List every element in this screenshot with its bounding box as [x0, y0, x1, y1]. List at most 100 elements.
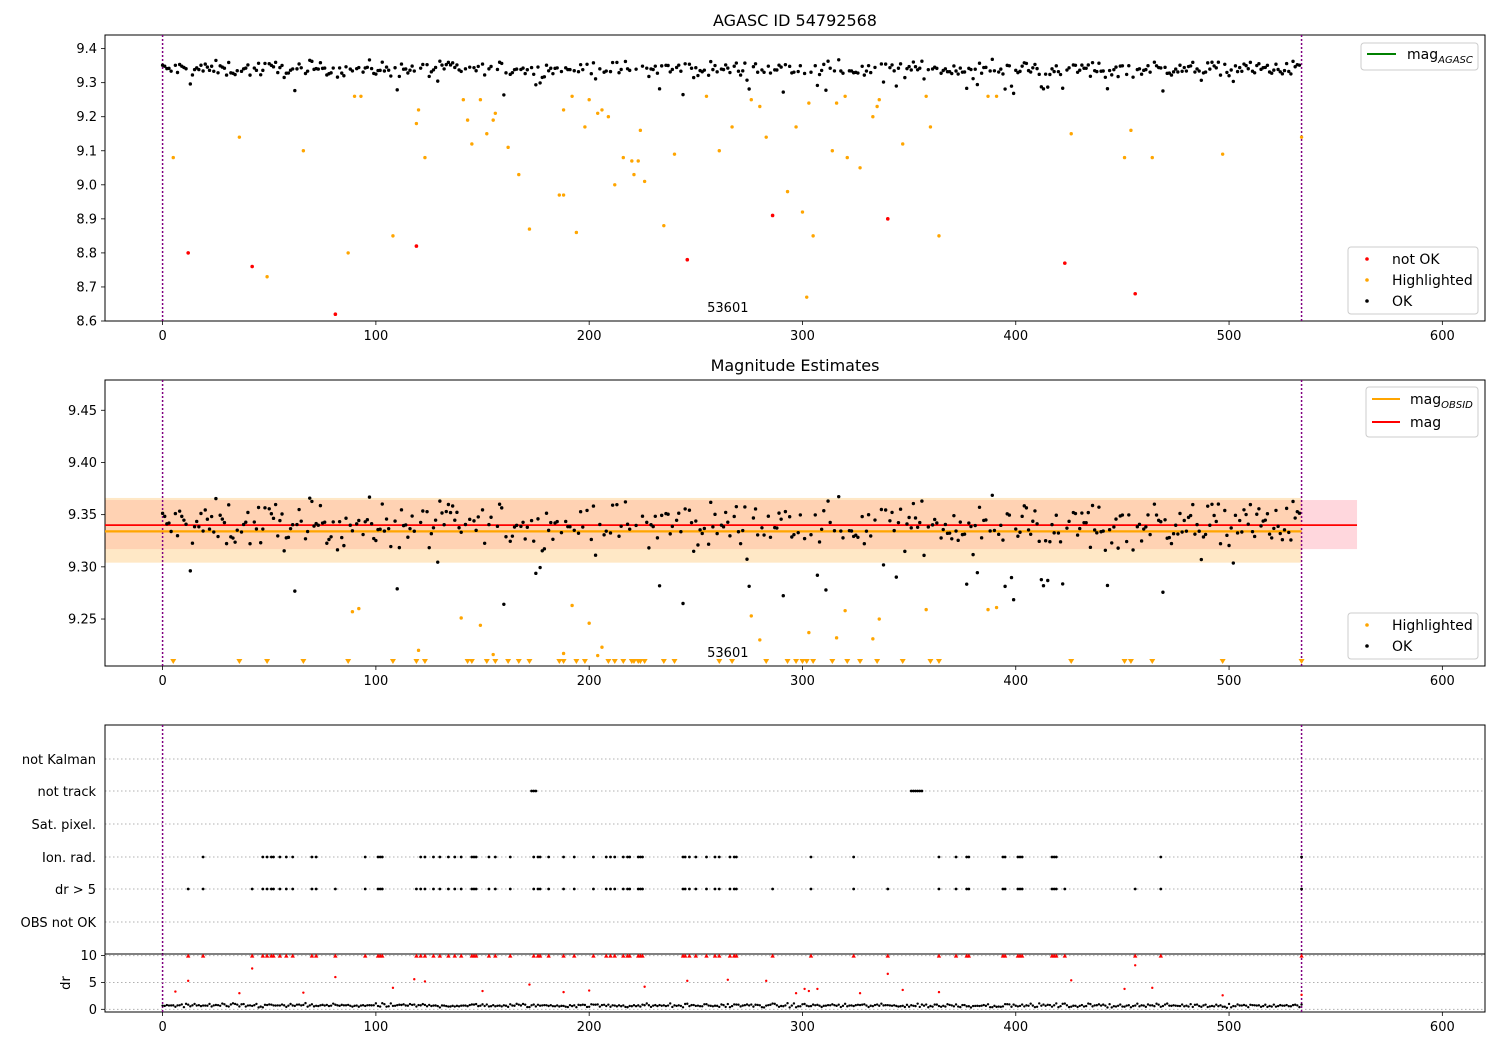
ok-point — [1195, 67, 1199, 71]
dr-point — [792, 1002, 796, 1005]
ok-point — [568, 525, 572, 529]
ok-point — [755, 70, 760, 74]
ok-point — [598, 522, 602, 527]
ok-point — [702, 526, 707, 531]
ok-point — [1112, 67, 1116, 72]
ok-point — [1095, 531, 1099, 535]
ok-point — [239, 69, 244, 74]
ok-point — [706, 542, 711, 546]
ok-point — [551, 71, 555, 76]
ok-point — [568, 67, 572, 72]
ok-point — [958, 66, 963, 70]
ok-point — [1248, 502, 1253, 507]
ok-point — [1103, 548, 1108, 552]
dr-point — [886, 1003, 889, 1007]
dr-capped-marker — [473, 953, 479, 958]
dr-point — [658, 1003, 661, 1007]
y-tick-label: 9.45 — [68, 404, 97, 419]
dr-point — [609, 1005, 612, 1008]
ok-point — [408, 68, 412, 72]
ok-point — [231, 536, 235, 540]
flag-point — [423, 855, 427, 859]
dr-point — [950, 1004, 953, 1007]
legend-marker — [1365, 257, 1369, 261]
ok-point — [935, 521, 939, 525]
dr-point — [1114, 1005, 1118, 1008]
offscale-marker — [300, 659, 307, 664]
flag-point — [487, 855, 491, 859]
dr-capped-marker — [608, 953, 613, 958]
dr-point — [1274, 1005, 1278, 1008]
ok-point — [1041, 584, 1046, 588]
flag-point — [432, 887, 435, 891]
ok-point — [969, 524, 973, 529]
ok-point — [615, 502, 619, 507]
ok-point — [459, 530, 463, 534]
offscale-marker — [611, 659, 618, 664]
flag-point — [278, 887, 282, 891]
ok-point — [1090, 60, 1095, 65]
ok-point — [1075, 533, 1080, 537]
dr-point — [1014, 1004, 1017, 1007]
ok-point — [1092, 528, 1097, 532]
ok-point — [297, 62, 301, 66]
ok-point — [310, 59, 314, 64]
ok-point — [378, 527, 382, 531]
dr-red-point — [423, 980, 427, 983]
ok-point — [261, 68, 265, 73]
ok-point — [896, 520, 901, 525]
dr-point — [986, 1003, 990, 1006]
ok-point — [1195, 522, 1199, 527]
dr-point — [978, 1004, 981, 1008]
ok-point — [382, 69, 387, 73]
ok-point — [357, 518, 361, 523]
ok-point — [920, 499, 924, 503]
ok-point — [544, 63, 549, 67]
ok-point — [903, 549, 907, 554]
ok-point — [1257, 507, 1261, 511]
dr-point — [573, 1004, 576, 1007]
highlighted-point — [423, 155, 427, 160]
dr-point — [848, 1004, 851, 1007]
dr-point — [1185, 1004, 1188, 1007]
flag-point — [592, 887, 595, 891]
ok-point — [1035, 522, 1039, 526]
ok-point — [1257, 62, 1261, 66]
flag-category-label: Ion. rad. — [42, 851, 96, 866]
ok-point — [965, 582, 969, 586]
ok-point — [1116, 74, 1120, 79]
ok-point — [751, 516, 756, 520]
highlighted-point — [877, 617, 881, 621]
dr-point — [195, 1004, 198, 1007]
flag-point — [487, 887, 491, 891]
ok-point — [222, 66, 227, 70]
dr-point — [944, 1005, 947, 1008]
dr-point — [547, 1004, 550, 1008]
dr-red-point — [302, 991, 305, 994]
dr-point — [1084, 1004, 1088, 1008]
ok-point — [779, 517, 783, 521]
ok-point — [666, 512, 670, 516]
dr-point — [1110, 1006, 1113, 1009]
dr-capped-marker — [1019, 953, 1025, 958]
dr-point — [647, 1004, 651, 1007]
ok-point — [444, 509, 448, 514]
ok-point — [1110, 73, 1114, 77]
ok-point — [551, 537, 555, 541]
dr-point — [675, 1004, 678, 1008]
ok-point — [455, 510, 459, 515]
dr-point — [1279, 1003, 1282, 1007]
dr-point — [860, 1003, 864, 1006]
dr-point — [997, 1005, 1000, 1008]
dr-point — [843, 1002, 847, 1006]
ok-point — [975, 82, 980, 87]
dr-point — [649, 1005, 653, 1009]
ok-point — [984, 65, 988, 70]
flag-point — [470, 887, 474, 891]
dr-point — [498, 1004, 501, 1007]
flag-category-label: not track — [37, 785, 96, 800]
highlighted-point — [986, 607, 990, 612]
dr-point — [884, 1003, 887, 1007]
